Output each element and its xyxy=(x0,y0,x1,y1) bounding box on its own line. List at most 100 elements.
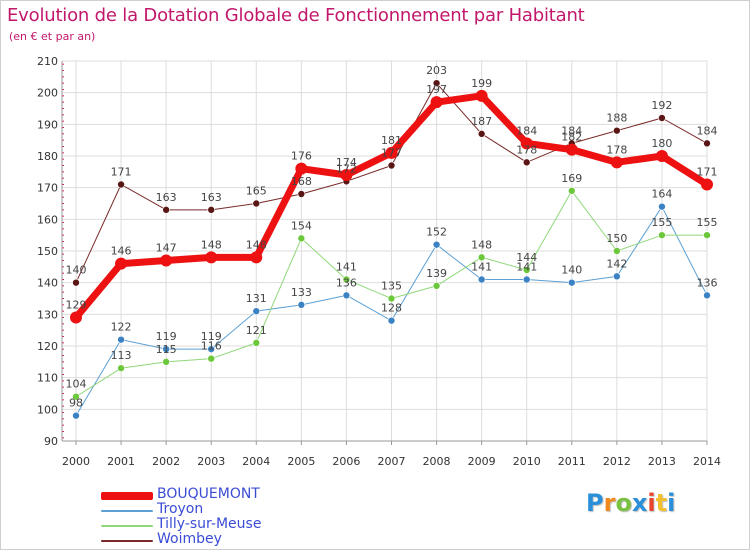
point-tilly-sur-meuse xyxy=(522,266,531,274)
point-troyon xyxy=(522,275,531,284)
data-label-troyon: 128 xyxy=(381,302,402,315)
point-tilly-sur-meuse xyxy=(297,234,306,243)
point-bouquemont xyxy=(430,96,443,109)
point-tilly-sur-meuse xyxy=(207,354,216,363)
data-label-bouquemont: 174 xyxy=(336,156,357,169)
data-label-tilly-sur-meuse: 139 xyxy=(426,267,447,280)
y-tick-label: 140 xyxy=(37,277,58,290)
data-label-tilly-sur-meuse: 148 xyxy=(471,238,492,251)
data-label-bouquemont: 180 xyxy=(651,137,672,150)
y-tick-label: 210 xyxy=(37,55,58,68)
point-woimbey xyxy=(387,161,396,170)
series-layer xyxy=(70,79,713,420)
x-tick-label: 2003 xyxy=(197,455,225,468)
x-tick-label: 2009 xyxy=(468,455,496,468)
legend-swatch xyxy=(101,492,153,500)
point-troyon xyxy=(703,291,711,300)
point-bouquemont xyxy=(385,146,398,159)
point-woimbey xyxy=(432,79,441,87)
point-bouquemont xyxy=(160,254,173,267)
x-tick-label: 2006 xyxy=(332,455,360,468)
y-tick-label: 130 xyxy=(37,308,58,321)
data-label-tilly-sur-meuse: 155 xyxy=(697,216,718,229)
point-bouquemont xyxy=(205,251,218,264)
data-label-troyon: 119 xyxy=(201,330,222,343)
point-woimbey xyxy=(207,206,216,214)
data-label-bouquemont: 184 xyxy=(516,124,537,137)
data-label-tilly-sur-meuse: 150 xyxy=(606,232,627,245)
point-troyon xyxy=(162,345,170,353)
point-bouquemont xyxy=(475,89,488,102)
data-label-troyon: 133 xyxy=(291,286,312,299)
point-tilly-sur-meuse xyxy=(162,358,170,366)
data-label-troyon: 98 xyxy=(69,397,83,410)
y-tick-label: 100 xyxy=(37,403,58,416)
y-tick-label: 150 xyxy=(37,245,58,258)
data-label-tilly-sur-meuse: 115 xyxy=(156,343,177,356)
point-troyon xyxy=(117,335,125,344)
y-tick-label: 170 xyxy=(37,182,58,195)
legend: BOUQUEMONT Troyon Tilly-sur-Meuse Woimbey xyxy=(101,487,361,548)
data-label-bouquemont: 148 xyxy=(246,238,267,251)
point-tilly-sur-meuse xyxy=(72,392,80,401)
data-label-troyon: 152 xyxy=(426,226,447,239)
point-troyon xyxy=(252,307,261,315)
x-tick-label: 2001 xyxy=(107,455,135,468)
data-label-troyon: 164 xyxy=(651,188,672,201)
proxiti-logo: Proxiti xyxy=(586,489,676,517)
data-label-woimbey: 140 xyxy=(66,264,87,277)
point-bouquemont xyxy=(520,137,533,150)
data-label-woimbey: 192 xyxy=(651,99,672,112)
point-troyon xyxy=(658,202,666,211)
point-tilly-sur-meuse xyxy=(252,339,261,347)
point-woimbey xyxy=(703,139,711,148)
grid-layer xyxy=(62,60,708,442)
x-tick-label: 2000 xyxy=(62,455,90,468)
point-tilly-sur-meuse xyxy=(703,231,711,239)
data-label-bouquemont: 199 xyxy=(471,77,492,90)
x-tick-label: 2002 xyxy=(152,455,180,468)
data-label-bouquemont: 129 xyxy=(66,299,87,312)
point-woimbey xyxy=(117,180,125,189)
data-label-tilly-sur-meuse: 104 xyxy=(66,378,87,391)
data-label-woimbey: 178 xyxy=(516,143,537,156)
x-tick-label: 2014 xyxy=(693,455,721,468)
point-bouquemont xyxy=(70,311,82,324)
x-tick-label: 2013 xyxy=(648,455,676,468)
point-tilly-sur-meuse xyxy=(613,247,621,255)
legend-swatch xyxy=(101,510,153,512)
data-label-tilly-sur-meuse: 155 xyxy=(651,216,672,229)
legend-swatch xyxy=(101,525,153,527)
legend-label: Tilly-sur-Meuse xyxy=(157,516,262,532)
chart-subtitle: (en € et par an) xyxy=(9,30,96,43)
data-label-bouquemont: 197 xyxy=(426,83,447,96)
data-label-tilly-sur-meuse: 121 xyxy=(246,324,267,337)
x-tick-label: 2008 xyxy=(423,455,451,468)
legend-label: Woimbey xyxy=(157,531,222,547)
y-tick-label: 110 xyxy=(37,372,58,385)
data-label-bouquemont: 146 xyxy=(111,245,132,258)
point-woimbey xyxy=(72,278,80,287)
data-label-bouquemont: 181 xyxy=(381,134,402,147)
data-label-woimbey: 184 xyxy=(561,124,582,137)
data-label-bouquemont: 182 xyxy=(561,131,582,144)
x-tick-label: 2005 xyxy=(287,455,315,468)
data-label-woimbey: 163 xyxy=(156,191,177,204)
data-label-woimbey: 171 xyxy=(111,166,132,179)
point-tilly-sur-meuse xyxy=(117,364,125,372)
data-label-tilly-sur-meuse: 141 xyxy=(336,261,357,274)
legend-item-bouquemont: BOUQUEMONT xyxy=(101,487,361,503)
data-label-woimbey: 163 xyxy=(201,191,222,204)
data-label-troyon: 119 xyxy=(156,330,177,343)
point-troyon xyxy=(477,275,486,284)
x-tick-label: 2007 xyxy=(378,455,406,468)
point-tilly-sur-meuse xyxy=(658,231,666,239)
x-tick-label: 2011 xyxy=(558,455,586,468)
legend-label: Troyon xyxy=(157,501,204,517)
legend-item-woimbey: Woimbey xyxy=(101,531,361,548)
data-label-woimbey: 203 xyxy=(426,64,447,77)
data-label-troyon: 136 xyxy=(336,276,357,289)
point-woimbey xyxy=(477,130,486,138)
y-tick-label: 90 xyxy=(44,435,58,448)
